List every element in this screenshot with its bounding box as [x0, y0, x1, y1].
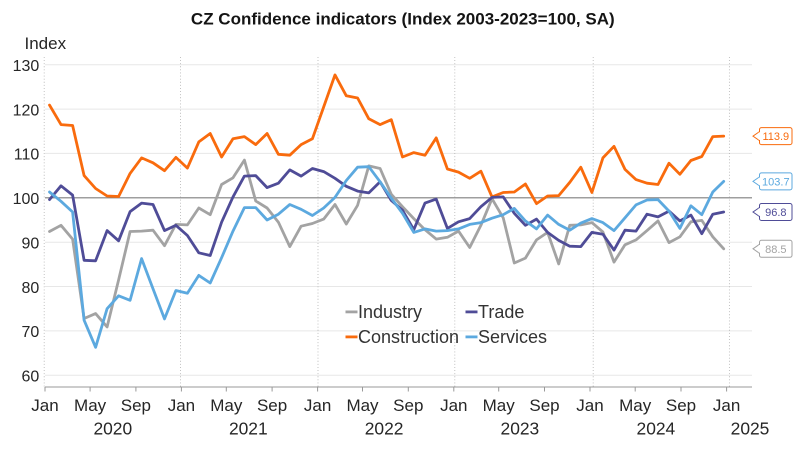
svg-text:70: 70 — [22, 324, 40, 341]
svg-text:Jan: Jan — [31, 396, 58, 415]
svg-text:Sep: Sep — [529, 396, 559, 415]
svg-text:90: 90 — [22, 236, 40, 253]
svg-text:113.9: 113.9 — [762, 131, 789, 143]
svg-text:Sep: Sep — [121, 396, 151, 415]
svg-text:Jan: Jan — [440, 396, 467, 415]
svg-text:2024: 2024 — [637, 418, 676, 438]
svg-text:100: 100 — [13, 191, 40, 208]
svg-text:88.5: 88.5 — [765, 244, 786, 256]
svg-text:130: 130 — [13, 58, 40, 75]
svg-text:May: May — [346, 396, 379, 415]
svg-text:80: 80 — [22, 280, 40, 297]
svg-text:Jan: Jan — [576, 396, 603, 415]
svg-text:May: May — [210, 396, 243, 415]
svg-text:Sep: Sep — [393, 396, 423, 415]
svg-text:Sep: Sep — [666, 396, 696, 415]
svg-text:Jan: Jan — [304, 396, 331, 415]
svg-text:Sep: Sep — [257, 396, 287, 415]
svg-text:96.8: 96.8 — [765, 207, 786, 219]
svg-text:Trade: Trade — [478, 302, 524, 322]
svg-text:2021: 2021 — [229, 418, 268, 438]
svg-text:May: May — [74, 396, 107, 415]
svg-text:Services: Services — [478, 327, 547, 347]
svg-text:2022: 2022 — [365, 418, 404, 438]
svg-text:CZ Confidence indicators (Inde: CZ Confidence indicators (Index 2003-202… — [191, 10, 615, 29]
svg-text:103.7: 103.7 — [762, 176, 790, 188]
svg-text:2025: 2025 — [731, 418, 770, 438]
svg-text:May: May — [619, 396, 652, 415]
svg-text:Jan: Jan — [168, 396, 195, 415]
svg-text:Index: Index — [25, 34, 67, 53]
svg-text:2023: 2023 — [501, 418, 540, 438]
svg-text:110: 110 — [14, 147, 40, 164]
svg-text:60: 60 — [22, 369, 40, 386]
svg-text:Industry: Industry — [358, 302, 422, 322]
svg-text:Construction: Construction — [358, 327, 459, 347]
svg-text:May: May — [483, 396, 516, 415]
svg-text:Jan: Jan — [713, 396, 740, 415]
svg-text:120: 120 — [13, 102, 40, 119]
svg-text:2020: 2020 — [93, 418, 132, 438]
